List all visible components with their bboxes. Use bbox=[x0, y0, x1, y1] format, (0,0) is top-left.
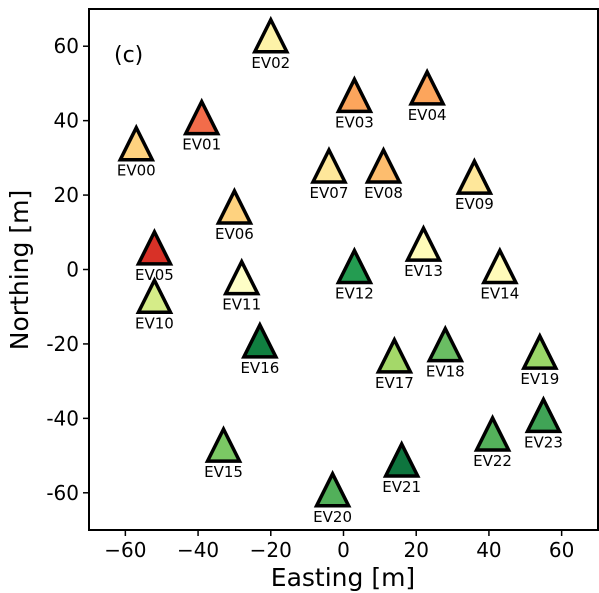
event-marker bbox=[455, 157, 494, 195]
x-axis-label: Easting [m] bbox=[271, 563, 415, 592]
x-tick-label: −40 bbox=[177, 538, 219, 562]
event-label: EV16 bbox=[240, 359, 279, 377]
y-tick-label: 20 bbox=[54, 183, 79, 207]
event-marker bbox=[408, 67, 446, 106]
x-tick-label: 20 bbox=[403, 538, 428, 562]
event-marker bbox=[481, 246, 519, 285]
event-label: EV14 bbox=[480, 285, 519, 303]
event-marker bbox=[241, 321, 279, 359]
y-tick-label: -60 bbox=[46, 481, 79, 505]
event-label: EV18 bbox=[426, 363, 465, 381]
event-marker bbox=[382, 440, 421, 478]
event-marker bbox=[135, 227, 174, 266]
event-marker bbox=[182, 97, 221, 136]
event-label: EV04 bbox=[408, 106, 447, 124]
event-label: EV02 bbox=[251, 54, 290, 72]
event-marker bbox=[117, 123, 156, 162]
event-marker bbox=[222, 257, 261, 296]
event-label: EV00 bbox=[117, 162, 156, 180]
event-label: EV17 bbox=[375, 374, 414, 392]
event-label: EV11 bbox=[222, 296, 261, 314]
event-marker bbox=[135, 276, 174, 315]
event-marker bbox=[313, 469, 352, 508]
event-label: EV13 bbox=[404, 262, 443, 280]
event-label: EV06 bbox=[215, 225, 254, 243]
event-label: EV22 bbox=[473, 452, 512, 470]
x-tick-label: −60 bbox=[104, 538, 146, 562]
event-label: EV10 bbox=[135, 314, 174, 332]
event-marker bbox=[310, 146, 348, 184]
event-marker bbox=[473, 414, 512, 452]
event-marker bbox=[375, 335, 414, 374]
event-label: EV07 bbox=[310, 184, 349, 202]
x-tick-label: −20 bbox=[250, 538, 292, 562]
axis-ticks: −60 −40 −20 0 20 40 60 -60 -40 -20 0 20 40 60 bbox=[46, 34, 574, 562]
plot-frame bbox=[88, 8, 599, 531]
y-tick-label: 60 bbox=[54, 34, 79, 58]
x-tick-label: 0 bbox=[337, 538, 350, 562]
event-label: EV08 bbox=[364, 184, 403, 202]
y-tick-label: 40 bbox=[54, 109, 79, 133]
event-label: EV09 bbox=[455, 195, 494, 213]
event-marker bbox=[215, 187, 254, 225]
event-marker bbox=[426, 324, 465, 363]
event-label: EV20 bbox=[313, 508, 352, 526]
y-tick-label: 0 bbox=[66, 258, 79, 282]
event-marker bbox=[404, 224, 443, 262]
y-axis-label: Northing [m] bbox=[5, 190, 34, 350]
event-label: EV23 bbox=[524, 433, 563, 451]
event-label: EV15 bbox=[204, 463, 243, 481]
event-marker bbox=[364, 146, 403, 184]
x-tick-label: 40 bbox=[476, 538, 501, 562]
event-label: EV21 bbox=[382, 478, 421, 496]
event-label: EV19 bbox=[520, 370, 559, 388]
y-tick-label: -20 bbox=[46, 332, 79, 356]
y-tick-label: -40 bbox=[46, 406, 79, 430]
event-markers: EV00 EV01 EV02 EV03 EV04 EV05 EV06 EV07 EV08 EV09… bbox=[117, 15, 563, 526]
event-label: EV12 bbox=[335, 285, 374, 303]
panel-label: (c) bbox=[114, 43, 143, 68]
event-marker bbox=[524, 395, 563, 434]
event-marker bbox=[251, 15, 290, 54]
event-label: EV03 bbox=[335, 113, 374, 131]
event-marker bbox=[335, 75, 374, 114]
event-marker bbox=[335, 246, 374, 285]
event-marker bbox=[204, 425, 243, 463]
event-label: EV05 bbox=[135, 266, 174, 284]
event-marker bbox=[520, 332, 559, 370]
x-tick-label: 60 bbox=[549, 538, 574, 562]
event-label: EV01 bbox=[182, 136, 221, 154]
